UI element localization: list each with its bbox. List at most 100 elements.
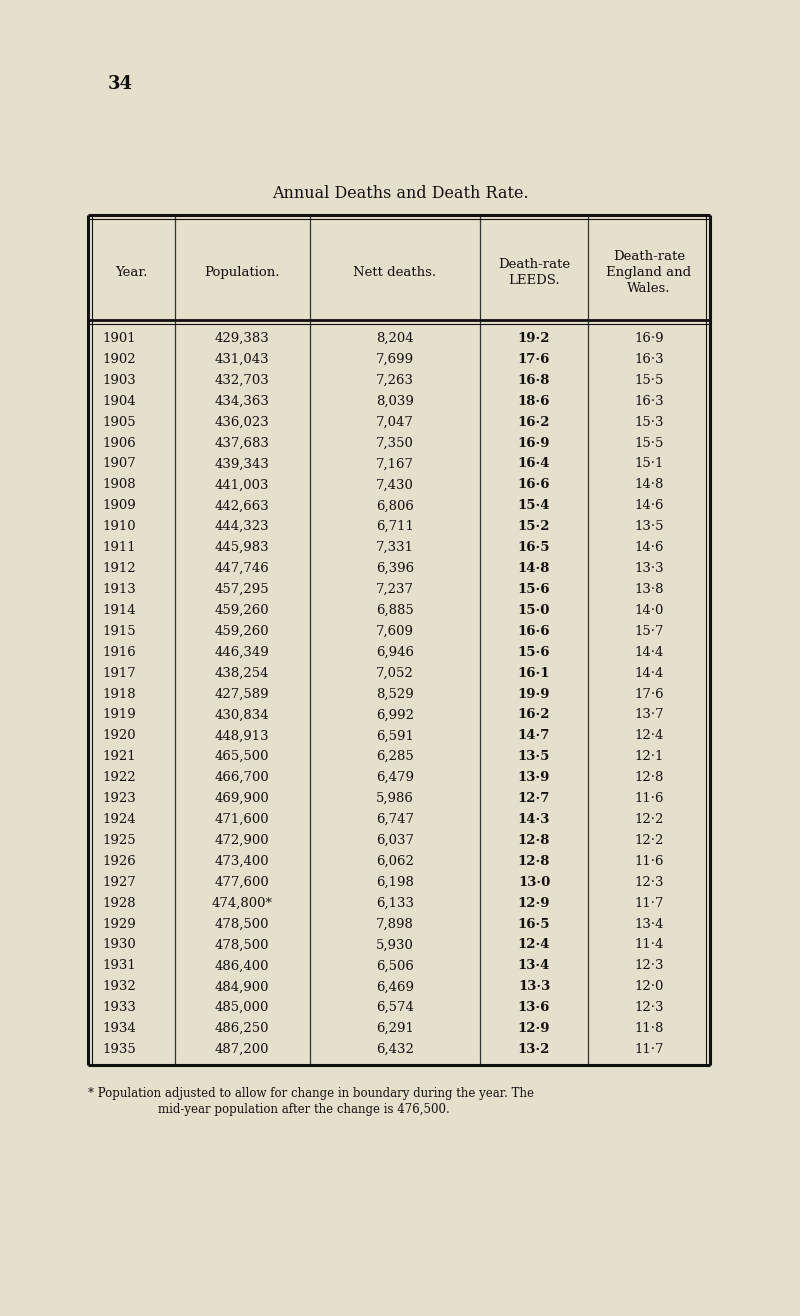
Text: 14·4: 14·4 [634, 646, 664, 659]
Text: 11·7: 11·7 [634, 1044, 664, 1055]
Text: 15·6: 15·6 [518, 583, 550, 596]
Text: 15·5: 15·5 [634, 437, 664, 450]
Text: 15·2: 15·2 [518, 520, 550, 533]
Text: 16·9: 16·9 [518, 437, 550, 450]
Text: 13·3: 13·3 [518, 980, 550, 994]
Text: 5,930: 5,930 [376, 938, 414, 951]
Text: 15·5: 15·5 [634, 374, 664, 387]
Text: 12·0: 12·0 [634, 980, 664, 994]
Text: 1907: 1907 [102, 458, 136, 470]
Text: 6,591: 6,591 [376, 729, 414, 742]
Text: 7,430: 7,430 [376, 478, 414, 491]
Text: 7,263: 7,263 [376, 374, 414, 387]
Text: mid-year population after the change is 476,500.: mid-year population after the change is … [158, 1103, 450, 1116]
Text: 438,254: 438,254 [214, 667, 270, 679]
Text: 1913: 1913 [102, 583, 136, 596]
Text: 11·7: 11·7 [634, 896, 664, 909]
Text: 6,806: 6,806 [376, 499, 414, 512]
Text: 1920: 1920 [102, 729, 136, 742]
Text: 14·8: 14·8 [634, 478, 664, 491]
Text: 15·3: 15·3 [634, 416, 664, 429]
Text: 14·0: 14·0 [634, 604, 664, 617]
Text: 427,589: 427,589 [214, 687, 270, 700]
Text: 15·4: 15·4 [518, 499, 550, 512]
Text: 1932: 1932 [102, 980, 136, 994]
Text: 12·9: 12·9 [518, 1023, 550, 1036]
Text: 432,703: 432,703 [214, 374, 270, 387]
Text: 13·3: 13·3 [634, 562, 664, 575]
Text: 13·4: 13·4 [518, 959, 550, 973]
Text: 12·2: 12·2 [634, 813, 664, 826]
Text: 12·9: 12·9 [518, 896, 550, 909]
Text: 11·8: 11·8 [634, 1023, 664, 1036]
Text: 16·8: 16·8 [518, 374, 550, 387]
Text: 16·3: 16·3 [634, 353, 664, 366]
Text: 1930: 1930 [102, 938, 136, 951]
Text: 15·6: 15·6 [518, 646, 550, 659]
Text: * Population adjusted to allow for change in boundary during the year. The: * Population adjusted to allow for chang… [88, 1087, 534, 1100]
Text: 16·3: 16·3 [634, 395, 664, 408]
Text: 1926: 1926 [102, 855, 136, 867]
Text: 14·6: 14·6 [634, 499, 664, 512]
Text: 1915: 1915 [102, 625, 136, 638]
Text: 477,600: 477,600 [214, 875, 270, 888]
Text: 7,331: 7,331 [376, 541, 414, 554]
Text: 1903: 1903 [102, 374, 136, 387]
Text: 34: 34 [108, 75, 133, 93]
Text: 1917: 1917 [102, 667, 136, 679]
Text: 6,506: 6,506 [376, 959, 414, 973]
Text: 1934: 1934 [102, 1023, 136, 1036]
Text: 1919: 1919 [102, 708, 136, 721]
Text: 478,500: 478,500 [214, 938, 270, 951]
Text: 12·3: 12·3 [634, 1001, 664, 1015]
Text: 12·1: 12·1 [634, 750, 664, 763]
Text: 16·2: 16·2 [518, 416, 550, 429]
Text: 17·6: 17·6 [518, 353, 550, 366]
Text: 16·9: 16·9 [634, 332, 664, 345]
Text: 6,062: 6,062 [376, 855, 414, 867]
Text: 1905: 1905 [102, 416, 136, 429]
Text: 1914: 1914 [102, 604, 136, 617]
Text: 459,260: 459,260 [214, 625, 270, 638]
Text: Death-rate
England and
Wales.: Death-rate England and Wales. [606, 250, 691, 296]
Text: 12·8: 12·8 [634, 771, 664, 784]
Text: 486,400: 486,400 [214, 959, 270, 973]
Text: 12·7: 12·7 [518, 792, 550, 805]
Text: 473,400: 473,400 [214, 855, 270, 867]
Text: 1924: 1924 [102, 813, 136, 826]
Text: 1931: 1931 [102, 959, 136, 973]
Text: 471,600: 471,600 [214, 813, 270, 826]
Text: 13·0: 13·0 [518, 875, 550, 888]
Text: 1927: 1927 [102, 875, 136, 888]
Text: 442,663: 442,663 [214, 499, 270, 512]
Text: 445,983: 445,983 [214, 541, 270, 554]
Text: 16·1: 16·1 [518, 667, 550, 679]
Text: 15·7: 15·7 [634, 625, 664, 638]
Text: 7,237: 7,237 [376, 583, 414, 596]
Text: 12·3: 12·3 [634, 875, 664, 888]
Text: 485,000: 485,000 [215, 1001, 269, 1015]
Text: 14·6: 14·6 [634, 541, 664, 554]
Text: 6,291: 6,291 [376, 1023, 414, 1036]
Text: 16·6: 16·6 [518, 625, 550, 638]
Text: 19·9: 19·9 [518, 687, 550, 700]
Text: 6,479: 6,479 [376, 771, 414, 784]
Text: Annual Deaths and Death Rate.: Annual Deaths and Death Rate. [272, 186, 528, 201]
Text: 14·4: 14·4 [634, 667, 664, 679]
Text: 13·4: 13·4 [634, 917, 664, 930]
Text: 441,003: 441,003 [214, 478, 270, 491]
Text: 12·8: 12·8 [518, 855, 550, 867]
Text: 6,574: 6,574 [376, 1001, 414, 1015]
Text: 1910: 1910 [102, 520, 136, 533]
Text: 6,469: 6,469 [376, 980, 414, 994]
Text: 7,167: 7,167 [376, 458, 414, 470]
Text: 7,052: 7,052 [376, 667, 414, 679]
Text: 1929: 1929 [102, 917, 136, 930]
Text: 430,834: 430,834 [214, 708, 270, 721]
Text: 1918: 1918 [102, 687, 136, 700]
Text: 13·5: 13·5 [634, 520, 664, 533]
Text: 459,260: 459,260 [214, 604, 270, 617]
Text: 13·7: 13·7 [634, 708, 664, 721]
Text: 6,747: 6,747 [376, 813, 414, 826]
Text: 13·2: 13·2 [518, 1044, 550, 1055]
